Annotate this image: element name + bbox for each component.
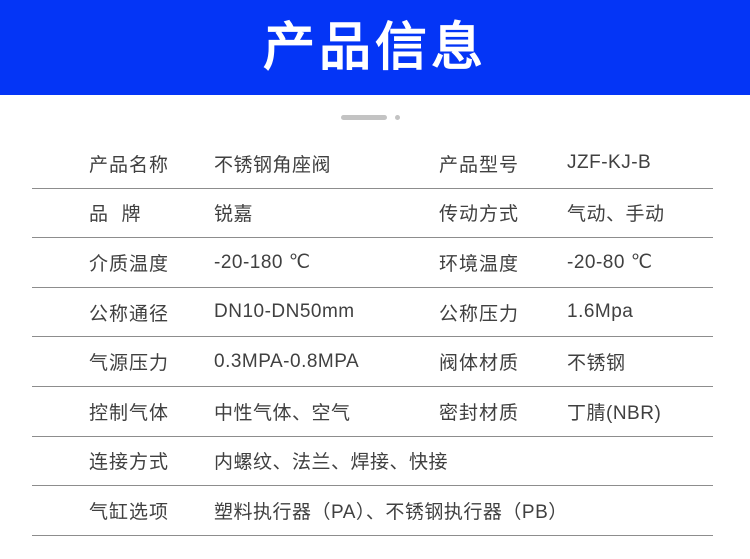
spec-cell-ambient-temp: 环境温度 -20-80 ℃ <box>372 249 713 276</box>
spec-row-connection: 连接方式 内螺纹、法兰、焊接、快接 <box>32 437 713 487</box>
product-info-banner: 产品信息 <box>0 0 750 95</box>
spec-label: 气源压力 <box>89 353 170 375</box>
spec-row-diameter-pressure: 公称通径 DN10-DN50mm 公称压力 1.6Mpa <box>32 288 713 338</box>
spec-cell-cylinder-options: 气缸选项 塑料执行器（PA）、不锈钢执行器（PB） <box>32 497 713 524</box>
spec-row-temperatures: 介质温度 -20-180 ℃ 环境温度 -20-80 ℃ <box>32 238 713 288</box>
spec-label: 传动方式 <box>439 204 520 226</box>
spec-cell-control-gas: 控制气体 中性气体、空气 <box>32 398 372 425</box>
spec-value: 内螺纹、法兰、焊接、快接 <box>214 452 449 474</box>
spec-value: -20-180 ℃ <box>214 251 311 273</box>
spec-label: 密封材质 <box>439 402 520 424</box>
spec-cell-body-material: 阀体材质 不锈钢 <box>372 348 713 375</box>
spec-row-name-model: 产品名称 不锈钢角座阀 产品型号 JZF-KJ-B <box>32 139 713 189</box>
spec-label: 介质温度 <box>89 253 170 275</box>
divider-dot-icon <box>394 114 400 120</box>
spec-cell-nominal-diameter: 公称通径 DN10-DN50mm <box>32 299 372 326</box>
spec-value: -20-80 ℃ <box>567 251 653 273</box>
spec-value: DN10-DN50mm <box>214 301 355 323</box>
spec-label: 气缸选项 <box>89 501 170 523</box>
spec-cell-air-pressure: 气源压力 0.3MPA-0.8MPA <box>32 348 372 375</box>
spec-cell-nominal-pressure: 公称压力 1.6Mpa <box>372 299 713 326</box>
spec-label: 连接方式 <box>89 452 170 474</box>
page-title: 产品信息 <box>262 16 487 78</box>
spec-cell-product-name: 产品名称 不锈钢角座阀 <box>32 150 372 177</box>
spec-cell-seal-material: 密封材质 丁腈(NBR) <box>372 398 713 425</box>
spec-label: 公称通径 <box>89 303 170 325</box>
spec-label: 环境温度 <box>439 253 520 275</box>
spec-row-brand-drive: 品 牌 锐嘉 传动方式 气动、手动 <box>32 189 713 239</box>
spec-label: 产品型号 <box>439 154 520 176</box>
spec-value: 锐嘉 <box>214 204 254 226</box>
spec-value: 气动、手动 <box>567 204 665 226</box>
spec-value: 塑料执行器（PA）、不锈钢执行器（PB） <box>214 501 568 523</box>
spec-value: 不锈钢 <box>567 353 626 375</box>
spec-cell-brand: 品 牌 锐嘉 <box>32 199 372 226</box>
spec-value: 中性气体、空气 <box>214 402 351 424</box>
divider-line <box>340 114 387 120</box>
spec-cell-drive-mode: 传动方式 气动、手动 <box>372 199 713 226</box>
spec-label: 产品名称 <box>89 154 170 176</box>
spec-value: 0.3MPA-0.8MPA <box>214 350 360 372</box>
spec-row-airsource-body: 气源压力 0.3MPA-0.8MPA 阀体材质 不锈钢 <box>32 337 713 387</box>
spec-value: 丁腈(NBR) <box>567 402 662 424</box>
section-divider-ornament <box>0 95 745 139</box>
spec-cell-medium-temp: 介质温度 -20-180 ℃ <box>32 249 372 276</box>
spec-cell-connection: 连接方式 内螺纹、法兰、焊接、快接 <box>32 447 713 474</box>
spec-value: 不锈钢角座阀 <box>214 154 332 176</box>
spec-label: 公称压力 <box>439 303 520 325</box>
spec-row-cylinder-options: 气缸选项 塑料执行器（PA）、不锈钢执行器（PB） <box>32 486 713 536</box>
spec-label: 阀体材质 <box>439 353 520 375</box>
spec-value: 1.6Mpa <box>567 301 634 323</box>
spec-cell-product-model: 产品型号 JZF-KJ-B <box>372 150 713 177</box>
spec-table: 产品名称 不锈钢角座阀 产品型号 JZF-KJ-B 品 牌 锐嘉 传动方式 气动… <box>32 139 713 536</box>
spec-value: JZF-KJ-B <box>567 152 652 174</box>
spec-label: 品 牌 <box>89 204 142 226</box>
spec-label: 控制气体 <box>89 402 170 424</box>
spec-row-gas-seal: 控制气体 中性气体、空气 密封材质 丁腈(NBR) <box>32 387 713 437</box>
